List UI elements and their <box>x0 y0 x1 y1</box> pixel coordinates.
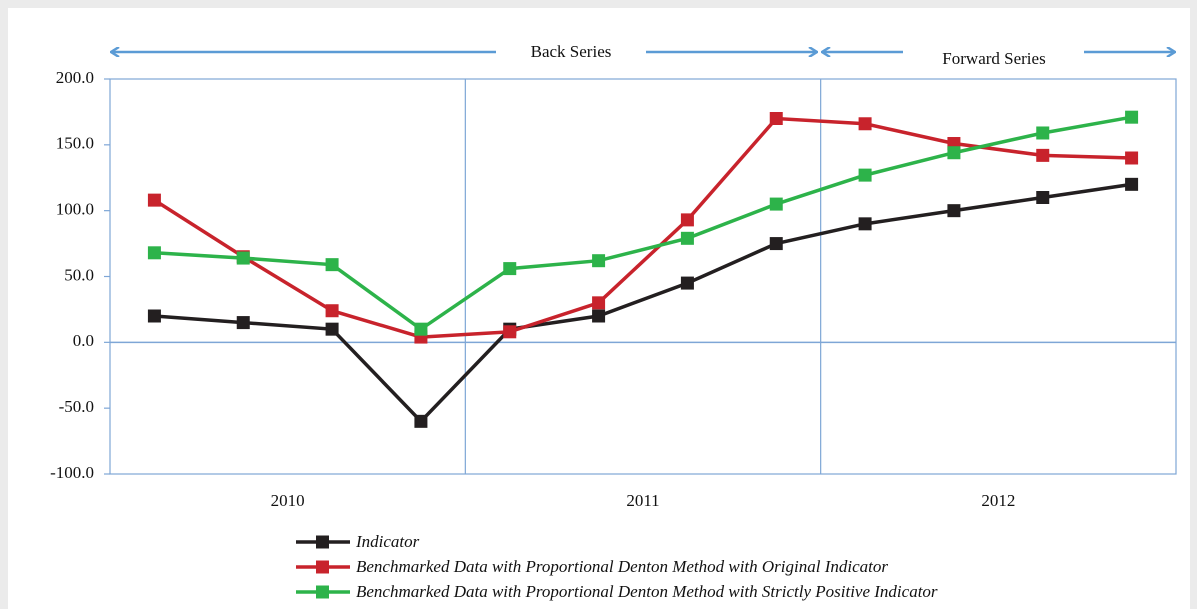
x-group-label: 2011 <box>626 491 659 510</box>
point <box>947 204 961 218</box>
annotation: Back Series <box>531 42 612 61</box>
y-tick-label: 0.0 <box>73 331 94 350</box>
point <box>858 117 872 131</box>
y-tick-label: -100.0 <box>50 463 94 482</box>
point <box>325 304 339 318</box>
point <box>769 112 783 125</box>
y-tick-label: -50.0 <box>59 397 94 416</box>
point <box>147 193 161 207</box>
point <box>414 322 428 336</box>
x-group-label: 2010 <box>271 491 305 510</box>
point <box>147 309 161 323</box>
annotation: Forward Series <box>942 49 1045 68</box>
point <box>947 146 961 160</box>
point <box>1036 191 1050 204</box>
point <box>1036 148 1050 162</box>
point <box>503 325 517 339</box>
point <box>236 251 250 265</box>
legend-label: Benchmarked Data with Proportional Dento… <box>356 557 888 576</box>
legend-label: Benchmarked Data with Proportional Dento… <box>356 582 938 601</box>
point <box>592 309 606 323</box>
point <box>325 258 339 272</box>
legend-marker <box>316 585 329 599</box>
point <box>769 237 783 251</box>
point <box>680 213 694 227</box>
legend-label: Indicator <box>355 532 420 551</box>
point <box>592 254 606 268</box>
point <box>1036 126 1050 140</box>
point <box>592 296 606 310</box>
point <box>858 168 872 182</box>
series-line <box>154 115 1132 332</box>
point <box>414 414 428 428</box>
y-tick-label: 50.0 <box>64 265 94 284</box>
point <box>503 262 517 276</box>
point <box>236 316 250 330</box>
point <box>1125 110 1139 124</box>
x-group-label: 2012 <box>981 491 1015 510</box>
y-tick-label: 150.0 <box>56 134 94 153</box>
point <box>680 276 694 290</box>
point <box>325 322 339 336</box>
point <box>147 246 161 260</box>
y-tick-label: 100.0 <box>56 200 94 219</box>
point <box>680 231 694 245</box>
series-line <box>153 116 1132 339</box>
y-tick-label: 200.0 <box>56 68 94 87</box>
point <box>1125 151 1139 165</box>
legend-marker <box>316 560 329 574</box>
series-line <box>154 182 1132 424</box>
point <box>858 217 872 231</box>
legend-marker <box>316 535 329 549</box>
point <box>769 197 783 211</box>
point <box>1125 177 1139 191</box>
